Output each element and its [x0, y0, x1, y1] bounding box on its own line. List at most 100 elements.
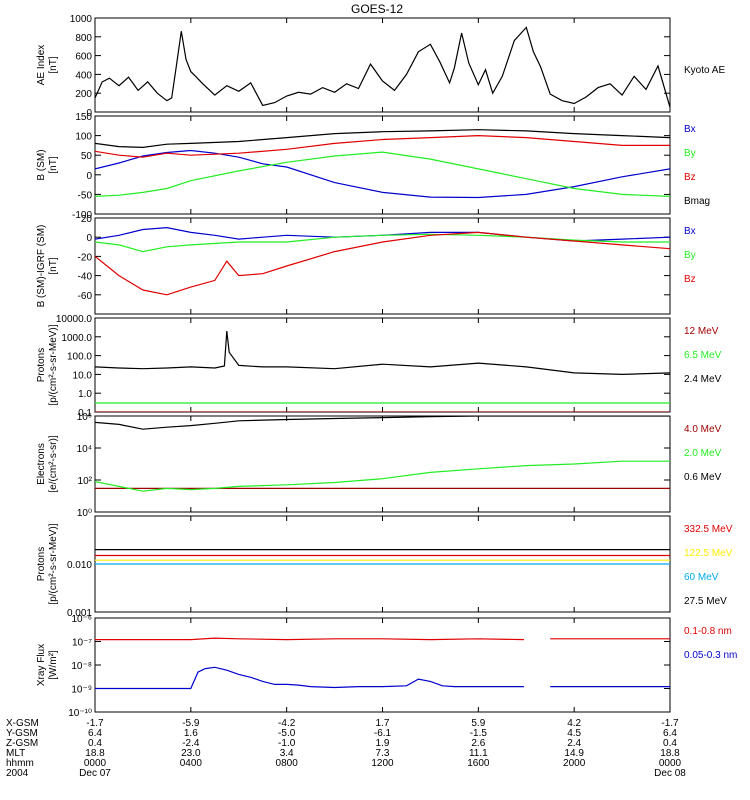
- x-tick-label: 0000: [659, 758, 682, 769]
- y-axis-label: Xray Flux: [36, 644, 47, 686]
- x-tick-label: -2.4: [182, 738, 200, 749]
- y-tick-label: 800: [75, 33, 92, 44]
- x-tick-label: 4.5: [567, 728, 581, 739]
- y-axis-label: [W/m²]: [48, 650, 59, 680]
- x-tick-label: -5.0: [278, 728, 296, 739]
- y-axis-label: [p/(cm²-s-sr-MeV)]: [48, 324, 59, 405]
- y-tick-label: 100.0: [67, 352, 92, 363]
- panel-frame: [94, 617, 671, 713]
- series-line: [95, 149, 670, 199]
- series-line: [95, 129, 670, 149]
- series-line: [95, 233, 670, 253]
- x-tick-label: 0400: [180, 758, 203, 769]
- y-tick-label: 1000.0: [61, 333, 92, 344]
- x-tick-label: 1.7: [376, 718, 390, 729]
- x-tick-label: 1200: [371, 758, 394, 769]
- x-tick-label: 0800: [276, 758, 299, 769]
- panel-frame: [94, 115, 671, 215]
- series-line: [95, 637, 524, 641]
- x-tick-label: -1.5: [470, 728, 488, 739]
- legend-label: Bx: [684, 226, 696, 237]
- panel-4: 0.1 1.0 10.0 100.0 1000.0 10000.0 Protons [p/(c…: [36, 314, 722, 419]
- x-axis-row-label: X-GSM: [6, 718, 39, 729]
- x-axis-row-label: Z-GSM: [6, 738, 38, 749]
- x-tick-label: 0.4: [88, 738, 102, 749]
- panel-frame: [94, 317, 671, 413]
- y-tick-label: 0.1: [78, 408, 92, 419]
- legend-label: Kyoto AE: [684, 65, 725, 76]
- panel-5: 10⁰ 10² 10⁴ 10⁶ Electrons [e/(cm²-s-sr)] 4.0 M…: [36, 412, 722, 519]
- legend-label: 27.5 MeV: [684, 596, 727, 607]
- y-axis-label: [nT]: [48, 56, 59, 73]
- chart-title: GOES-12: [351, 2, 403, 16]
- series-line: [95, 331, 670, 376]
- y-tick-label: 0.001: [67, 608, 92, 619]
- y-axis-label: B (SM): [36, 149, 47, 180]
- panel-6: 0.001 0.010 Protons [p/(cm²-s-sr-MeV)] 332.5…: [36, 515, 733, 619]
- y-tick-label: 10⁰: [77, 508, 92, 519]
- y-tick-label: 400: [75, 70, 92, 81]
- x-tick-label: 14.9: [564, 748, 584, 759]
- legend-label: Bx: [684, 124, 696, 135]
- legend-label: 122.5 MeV: [684, 548, 733, 559]
- x-tick-label: 3.4: [280, 748, 294, 759]
- y-axis-label: B (SM)-IGRF (SM): [36, 225, 47, 308]
- x-tick-label: 23.0: [181, 748, 201, 759]
- x-axis: X-GSMY-GSMZ-GSMMLThhmm2004-1.76.40.418.8…: [6, 718, 686, 779]
- y-axis-label: Protons: [36, 547, 47, 581]
- x-tick-label: 18.8: [85, 748, 105, 759]
- x-axis-row-label: MLT: [6, 748, 25, 759]
- legend-label: Bz: [684, 172, 696, 183]
- x-tick-label: Dec 08: [654, 768, 686, 779]
- x-tick-label: 6.4: [88, 728, 102, 739]
- y-tick-label: 10⁻¹⁰: [68, 708, 92, 719]
- y-tick-label: 1000: [70, 14, 93, 25]
- legend-label: Bz: [684, 274, 696, 285]
- y-tick-label: 10⁻⁷: [72, 638, 92, 649]
- y-tick-label: 0: [86, 233, 92, 244]
- y-tick-label: 150: [75, 112, 92, 123]
- x-tick-label: 0.4: [663, 738, 677, 749]
- y-tick-label: 10.0: [73, 370, 93, 381]
- legend-label: 2.0 MeV: [684, 448, 722, 459]
- legend-label: Bmag: [684, 196, 710, 207]
- x-axis-row-label: 2004: [6, 768, 29, 779]
- panel-3: -60 -40 -20 0 20 B (SM)-IGRF (SM) [nT] Bx By Bz: [36, 214, 696, 315]
- legend-label: 332.5 MeV: [684, 524, 733, 535]
- x-axis-row-label: Y-GSM: [6, 728, 38, 739]
- y-axis-label: [p/(cm²-s-sr-MeV)]: [48, 523, 59, 604]
- x-tick-label: -6.1: [374, 728, 392, 739]
- y-tick-label: 200: [75, 89, 92, 100]
- panel-7: 10⁻¹⁰ 10⁻⁹ 10⁻⁸ 10⁻⁷ 10⁻⁶ Xray Flux [W/m²] 0.1-…: [36, 614, 737, 719]
- y-tick-label: 100: [75, 132, 92, 143]
- y-tick-label: -50: [78, 190, 93, 201]
- y-axis-label: Electrons: [36, 443, 47, 485]
- y-tick-label: -60: [78, 291, 93, 302]
- legend-label: By: [684, 250, 696, 261]
- y-tick-label: -100: [72, 210, 92, 221]
- x-tick-label: -1.7: [86, 718, 104, 729]
- legend-label: 0.1-0.8 nm: [684, 626, 732, 637]
- x-tick-label: 5.9: [471, 718, 485, 729]
- x-tick-label: -1.7: [661, 718, 679, 729]
- series-line: [95, 26, 670, 108]
- legend-label: 0.05-0.3 nm: [684, 650, 737, 661]
- y-tick-label: 10⁶: [77, 412, 92, 423]
- x-tick-label: 2.6: [471, 738, 485, 749]
- y-tick-label: 10000.0: [56, 314, 93, 325]
- x-tick-label: 0000: [84, 758, 107, 769]
- y-tick-label: 0: [86, 171, 92, 182]
- legend-label: By: [684, 148, 696, 159]
- series-line: [95, 151, 670, 197]
- series-line: [95, 134, 670, 158]
- series-line: [95, 416, 670, 430]
- x-tick-label: -5.9: [182, 718, 200, 729]
- y-tick-label: 0.010: [67, 560, 92, 571]
- y-tick-label: 50: [81, 151, 93, 162]
- y-tick-label: 10⁻⁶: [71, 614, 92, 625]
- x-tick-label: 2000: [563, 758, 586, 769]
- y-tick-label: 600: [75, 52, 92, 63]
- y-tick-label: 10²: [78, 476, 93, 487]
- y-tick-label: 20: [81, 214, 93, 225]
- x-tick-label: 4.2: [567, 718, 581, 729]
